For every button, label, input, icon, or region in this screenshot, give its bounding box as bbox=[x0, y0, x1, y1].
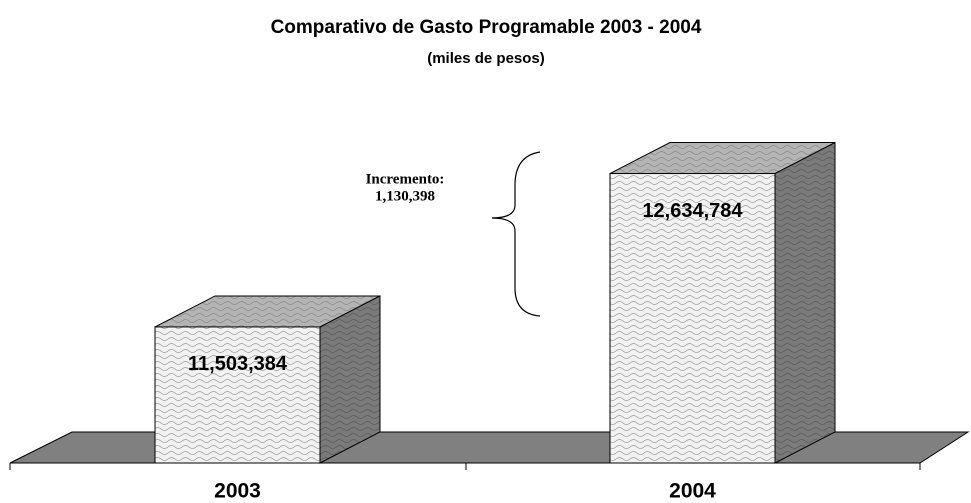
chart-title: Comparativo de Gasto Programable 2003 - … bbox=[271, 17, 702, 38]
bar-texture bbox=[609, 173, 776, 464]
value-label: 11,503,384 bbox=[188, 353, 288, 375]
annotation: 1,130,398 bbox=[375, 188, 435, 204]
brace bbox=[491, 151, 541, 317]
value-label: 12,634,784 bbox=[642, 200, 743, 222]
bars bbox=[154, 141, 836, 464]
annotation: Incremento: bbox=[366, 171, 445, 187]
x-tick-label: 2004 bbox=[669, 480, 716, 503]
chart-subtitle: (miles de pesos) bbox=[427, 50, 545, 67]
bar-texture bbox=[154, 326, 321, 464]
bar-side bbox=[774, 141, 836, 464]
x-tick-label: 2003 bbox=[214, 480, 261, 503]
